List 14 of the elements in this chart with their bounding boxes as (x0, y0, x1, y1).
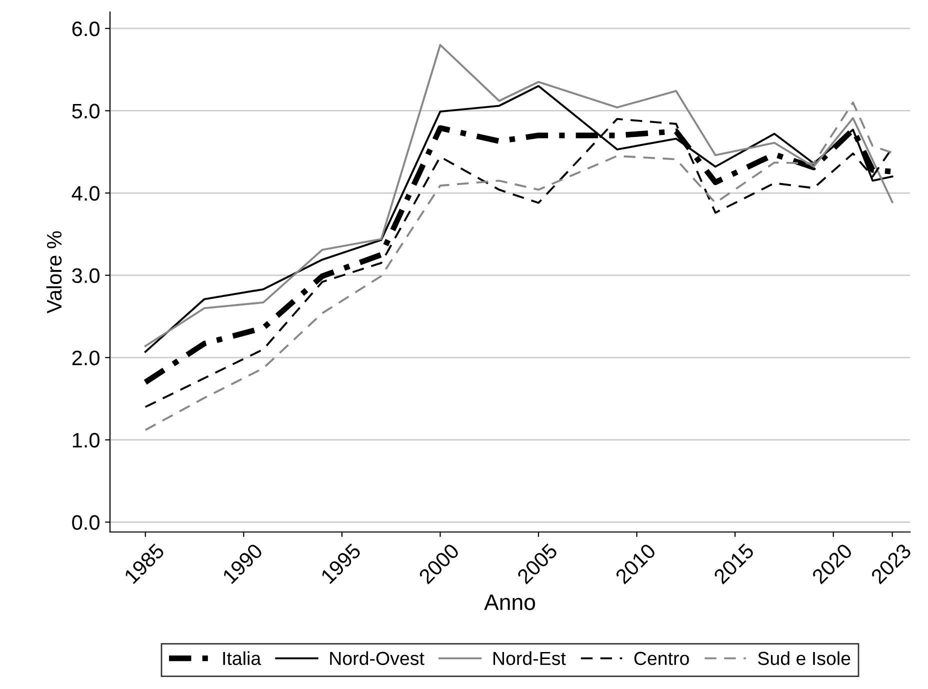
y-tick-label: 4.0 (72, 186, 100, 201)
y-tick-label: 1.0 (72, 432, 100, 448)
y-axis-title: Valore % (46, 231, 62, 314)
y-tick-label: 3.0 (72, 268, 100, 284)
legend-label: Nord-Est (493, 651, 566, 666)
y-tick-label: 0.0 (72, 515, 100, 530)
legend-label: Nord-Ovest (330, 651, 424, 666)
y-tick-label: 2.0 (72, 350, 100, 366)
legend-label: Sud e Isole (758, 651, 850, 666)
legend-label: Centro (634, 652, 689, 666)
legend-label: Italia (223, 651, 262, 666)
x-axis-title: Anno (484, 594, 536, 610)
y-tick-label: 6.0 (72, 21, 100, 36)
y-tick-label: 5.0 (72, 104, 100, 118)
